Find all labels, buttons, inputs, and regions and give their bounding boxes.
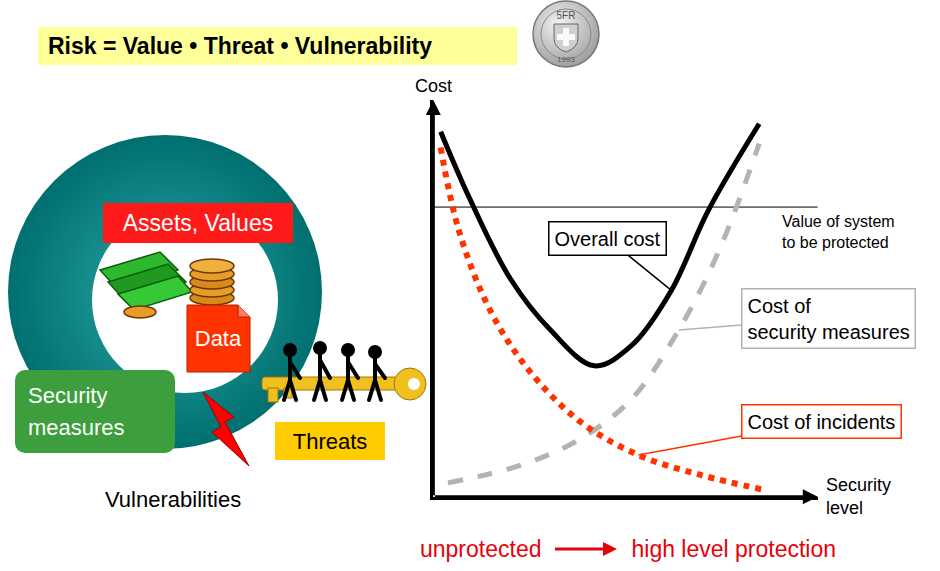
svg-text:5FR: 5FR	[557, 10, 576, 21]
svg-text:Cost: Cost	[415, 76, 452, 96]
svg-text:Overall cost: Overall cost	[555, 228, 661, 250]
svg-text:Data: Data	[195, 326, 242, 351]
svg-text:Cost ofsecurity measures: Cost ofsecurity measures	[748, 295, 910, 343]
svg-text:1993: 1993	[557, 55, 575, 64]
html-text:high level protection: high level protection	[631, 535, 837, 562]
svg-text:Vulnerabilities: Vulnerabilities	[105, 487, 241, 512]
svg-text:Assets, Values: Assets, Values	[123, 210, 273, 236]
svg-text:Cost of incidents: Cost of incidents	[748, 411, 896, 433]
svg-text:Securitymeasures: Securitymeasures	[28, 383, 125, 440]
svg-text:Securitylevel: Securitylevel	[826, 475, 891, 518]
svg-text:Risk = Value • Threat • Vulner: Risk = Value • Threat • Vulnerability	[48, 33, 432, 59]
html-text:unprotected: unprotected	[420, 535, 542, 562]
svg-text:Threats: Threats	[293, 429, 368, 454]
svg-text:Value of systemto be protected: Value of systemto be protected	[782, 213, 895, 251]
